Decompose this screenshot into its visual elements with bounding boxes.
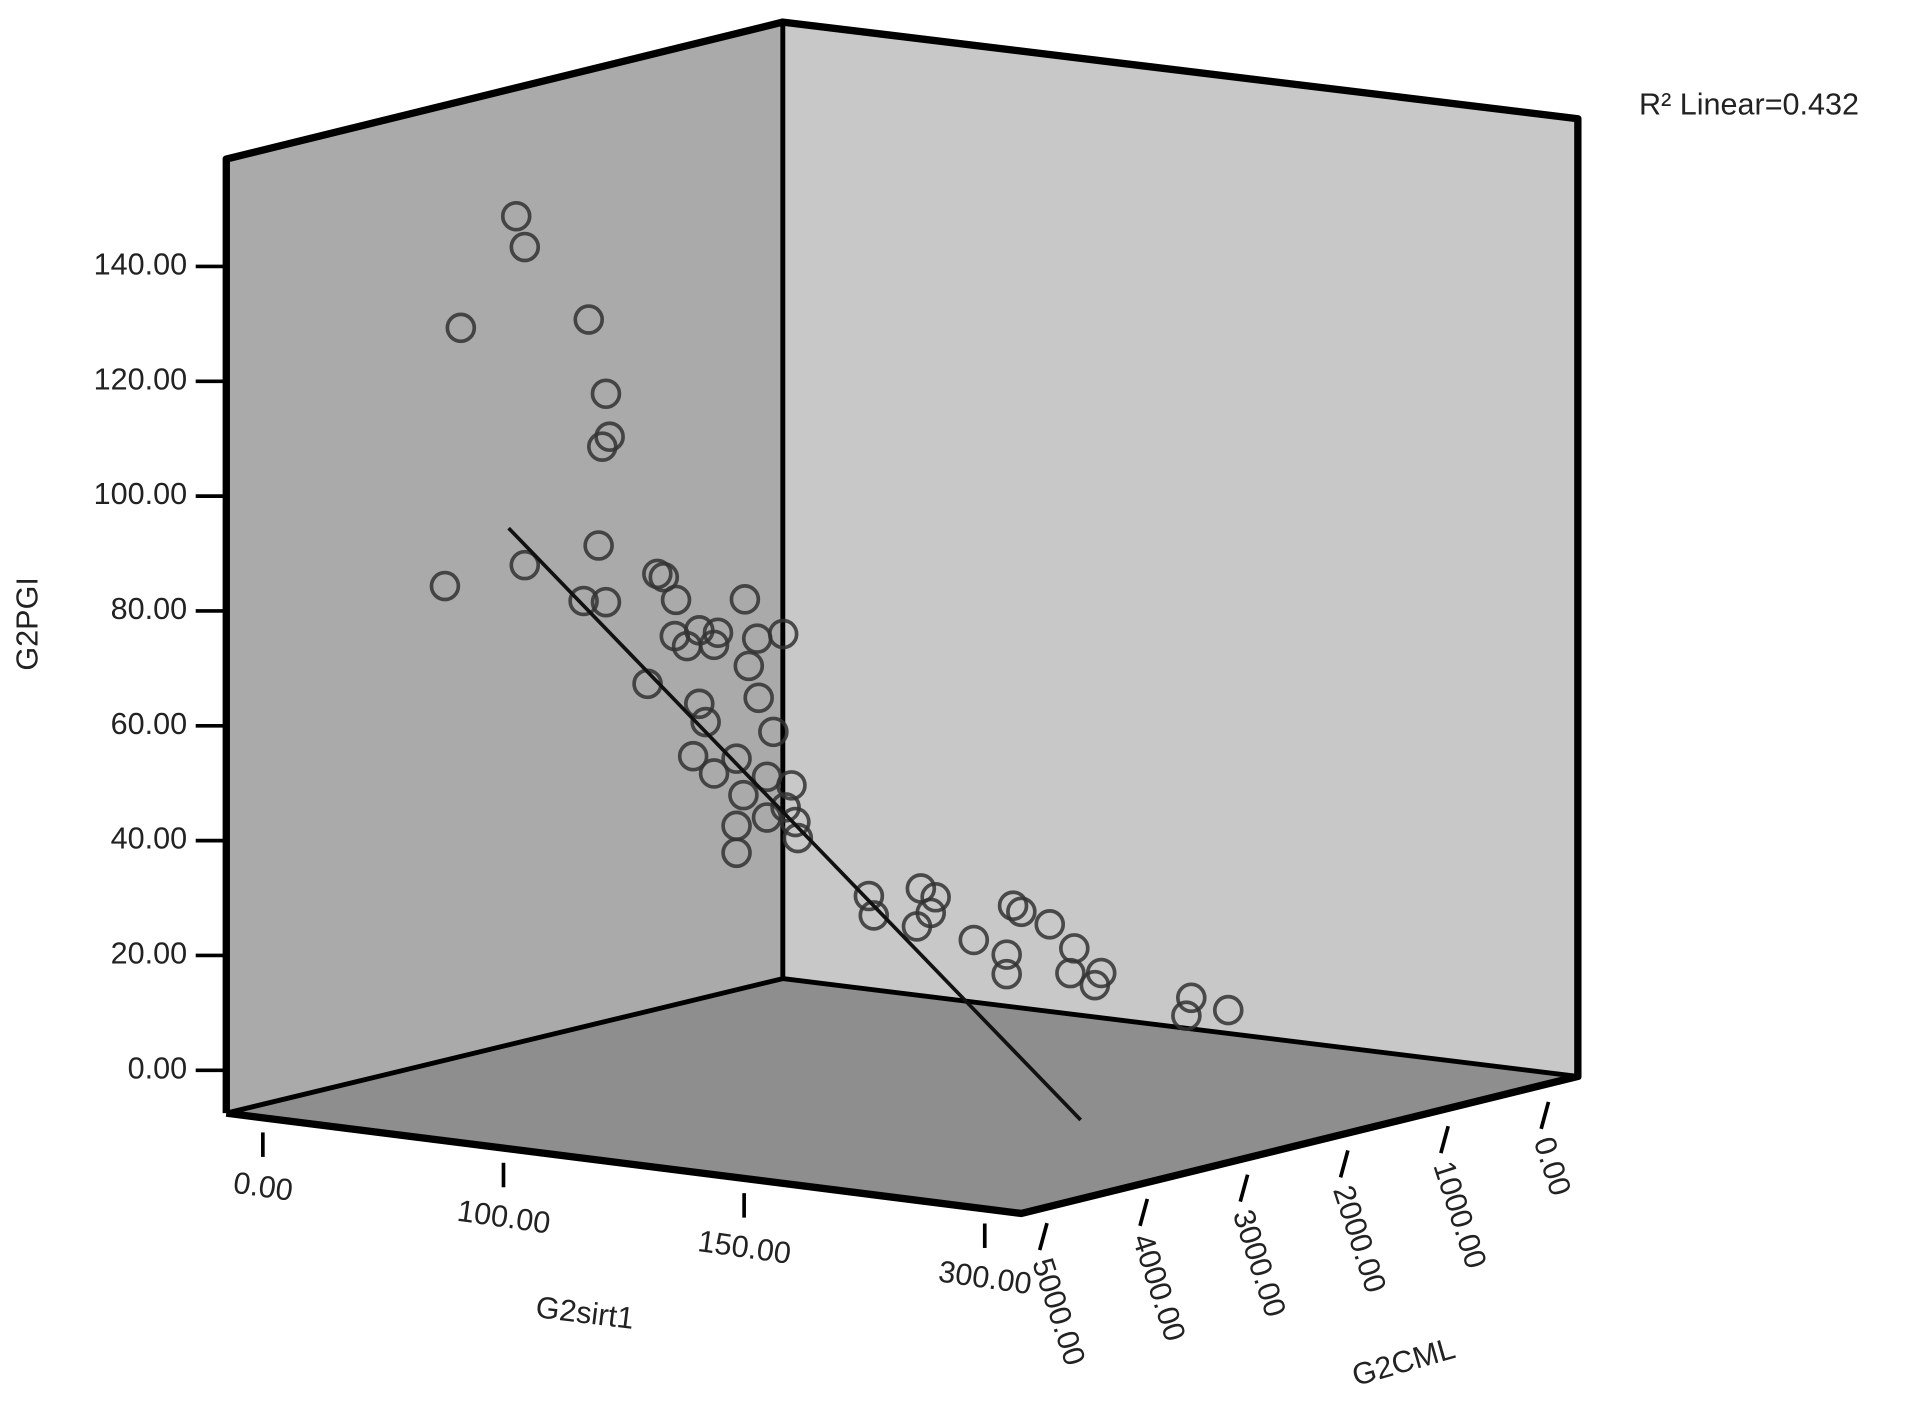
z-tick-label: 3000.00 <box>1226 1206 1292 1322</box>
point <box>660 584 692 616</box>
point <box>509 231 541 263</box>
z-tick <box>1238 1174 1250 1203</box>
x-tick-label: 100.00 <box>455 1194 552 1241</box>
z-tick <box>1138 1198 1150 1227</box>
z-tick <box>1539 1101 1551 1130</box>
point <box>1176 982 1207 1014</box>
point <box>698 629 730 661</box>
point <box>1212 994 1244 1026</box>
point <box>573 304 605 335</box>
x-tick-label: 150.00 <box>696 1224 793 1271</box>
point <box>590 586 622 618</box>
point <box>991 939 1022 970</box>
point <box>445 312 477 344</box>
point <box>509 549 541 581</box>
z-tick-label: 5000.00 <box>1025 1254 1091 1370</box>
fit-line <box>507 526 1082 1122</box>
point <box>648 561 680 593</box>
point <box>583 530 614 561</box>
right-wall <box>782 22 1578 1077</box>
point <box>958 924 990 956</box>
point <box>780 806 811 838</box>
z-tick-label: 4000.00 <box>1126 1230 1192 1346</box>
z-tick-label: 1000.00 <box>1427 1157 1493 1273</box>
point <box>751 802 783 833</box>
z-tick <box>1338 1149 1350 1178</box>
point <box>782 822 814 854</box>
x-tick-label: 300.00 <box>936 1255 1033 1302</box>
point <box>758 716 789 748</box>
point <box>853 880 885 912</box>
point <box>677 740 709 772</box>
point <box>728 779 759 811</box>
y-tick-label: 40.00 <box>111 822 187 856</box>
left-wall <box>226 22 783 1114</box>
y-tick-label: 100.00 <box>94 477 187 511</box>
point <box>690 706 721 738</box>
box-outline <box>222 18 1582 1218</box>
y-tick-label: 120.00 <box>94 362 187 396</box>
point <box>1006 896 1037 928</box>
x-tick-label: 0.00 <box>231 1166 295 1208</box>
y-tick-label: 140.00 <box>94 248 187 282</box>
point <box>733 650 765 682</box>
point <box>767 618 799 650</box>
z-tick-label: 2000.00 <box>1326 1181 1392 1297</box>
point <box>698 758 730 789</box>
point <box>997 890 1029 921</box>
point <box>683 688 715 720</box>
point <box>743 682 774 714</box>
z-tick <box>1439 1125 1450 1154</box>
z-tick <box>1037 1222 1049 1251</box>
point <box>729 584 761 615</box>
point <box>776 770 807 801</box>
x-axis-label: G2sirt1 <box>534 1290 636 1336</box>
point <box>568 585 599 617</box>
y-tick-label: 60.00 <box>111 707 187 741</box>
point <box>429 570 461 602</box>
z-axis-label: G2CML <box>1348 1331 1459 1393</box>
point <box>1034 909 1066 940</box>
point <box>858 900 890 931</box>
y-tick-label: 0.00 <box>128 1051 187 1085</box>
point <box>920 881 951 913</box>
point <box>991 958 1022 990</box>
y-tick-label: 80.00 <box>111 592 187 626</box>
point <box>1171 1000 1202 1031</box>
point <box>901 911 933 942</box>
point <box>721 743 752 774</box>
point <box>721 837 752 869</box>
point <box>702 617 734 649</box>
point <box>590 378 622 410</box>
r2-annotation: R² Linear=0.432 <box>1639 88 1859 122</box>
point <box>1055 957 1086 989</box>
point <box>500 200 532 232</box>
y-tick-label: 20.00 <box>111 937 187 971</box>
point <box>587 431 618 462</box>
point <box>1079 969 1111 1001</box>
y-axis-label: G2PGI <box>10 577 44 670</box>
z-tick-label: 0.00 <box>1527 1133 1578 1200</box>
